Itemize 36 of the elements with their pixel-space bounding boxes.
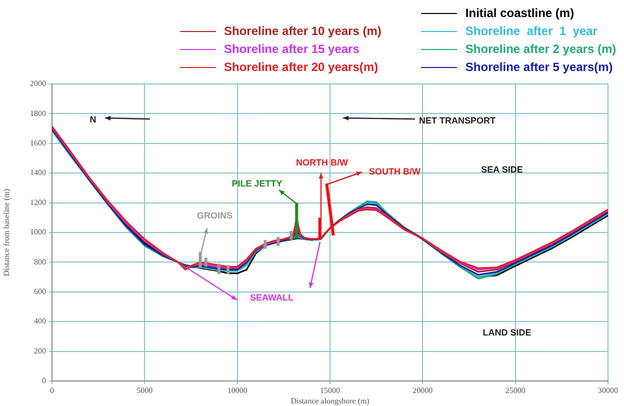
- y-tick-label: 1800: [30, 108, 46, 118]
- y-tick-label: 1600: [30, 138, 46, 148]
- annotation: SEA SIDE: [481, 164, 523, 174]
- annotation: NET TRANSPORT: [419, 115, 496, 126]
- y-tick-label: 600: [34, 286, 46, 296]
- annotation: GROINS: [197, 210, 233, 220]
- annotation: SEAWALL: [250, 292, 294, 302]
- x-tick-label: 5000: [136, 386, 153, 395]
- x-axis-title: Distance alongshore (m): [290, 396, 370, 406]
- x-tick-label: 20000: [412, 386, 433, 395]
- y-axis-title: Distance from baseline (m): [2, 188, 11, 276]
- x-tick-label: 0: [50, 386, 54, 395]
- legend-label: Shoreline after 1 year: [465, 24, 598, 38]
- annotation: N: [90, 114, 96, 124]
- legend-label: Shoreline after 20 years(m): [224, 60, 378, 74]
- y-tick-label: 200: [34, 346, 46, 356]
- annotation: LAND SIDE: [482, 327, 532, 338]
- y-tick-label: 1400: [30, 168, 46, 178]
- y-tick-label: 800: [34, 257, 46, 266]
- annotation: PILE JETTY: [232, 178, 282, 188]
- y-tick-label: 1200: [30, 198, 46, 207]
- legend-label: Shoreline after 5 years(m): [465, 60, 613, 74]
- y-tick-label: 0: [42, 376, 46, 386]
- annotation: SOUTH B/W: [369, 166, 421, 176]
- annotation: NORTH B/W: [296, 157, 348, 168]
- legend-label: Shoreline after 2 years (m): [465, 42, 616, 56]
- y-tick-label: 400: [34, 316, 46, 326]
- legend-label: Shoreline after 15 years: [224, 42, 360, 56]
- x-tick-label: 15000: [320, 386, 340, 395]
- x-tick-label: 30000: [598, 386, 618, 395]
- x-tick-label: 25000: [505, 386, 526, 395]
- y-tick-label: 2000: [30, 79, 46, 88]
- x-tick-label: 10000: [227, 386, 248, 395]
- legend-label: Shoreline after 10 years (m): [224, 24, 382, 38]
- y-tick-label: 1000: [30, 228, 46, 237]
- legend-label: Initial coastline (m): [465, 6, 574, 20]
